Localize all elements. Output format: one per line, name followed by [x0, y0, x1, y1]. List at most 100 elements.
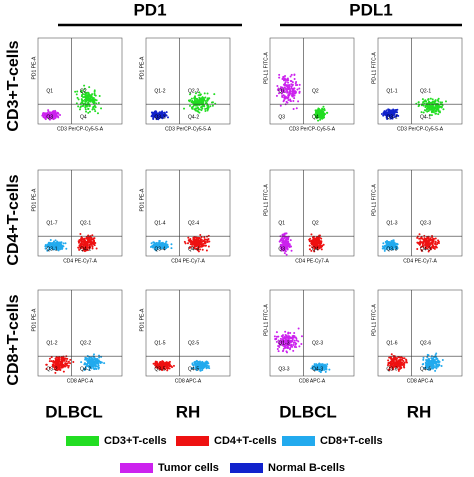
x-axis-label: CD4 PE-Cy7-A	[403, 258, 437, 264]
event-dot	[434, 237, 437, 240]
event-dot	[278, 76, 281, 79]
event-dot	[91, 247, 94, 250]
event-dot	[435, 104, 438, 107]
event-dot	[57, 368, 60, 371]
event-dot	[397, 361, 400, 364]
plot-frame	[37, 37, 123, 125]
event-dot	[325, 111, 328, 114]
quadrant-label: Q3-6	[386, 366, 397, 372]
event-dot	[290, 86, 293, 89]
quadrant-label: Q2-2	[80, 341, 91, 347]
event-dot	[427, 237, 430, 240]
event-dot	[195, 238, 198, 241]
event-dot	[317, 107, 320, 110]
event-dot	[196, 103, 199, 106]
event-dot	[297, 100, 300, 103]
quadrant-label: Q2-1	[420, 89, 431, 95]
event-dot	[292, 349, 295, 352]
quadrant-label: Q1	[278, 221, 285, 227]
event-dot	[439, 101, 442, 104]
event-dot	[318, 238, 321, 241]
event-dot	[289, 75, 292, 78]
event-dot	[202, 362, 205, 365]
event-dot	[294, 343, 297, 346]
event-dot	[198, 91, 201, 94]
event-dot	[320, 110, 323, 113]
event-dot	[387, 362, 390, 365]
event-dot	[320, 248, 323, 251]
quadrant-label: Q4-2	[188, 114, 199, 120]
event-dot	[93, 356, 96, 359]
event-dot	[80, 241, 83, 244]
event-dot	[430, 114, 433, 117]
event-dot	[322, 108, 325, 111]
event-dot	[278, 73, 281, 76]
event-dot	[396, 243, 399, 246]
quadrant-label: Q4-6	[420, 366, 431, 372]
event-dot	[426, 104, 429, 107]
legend-label: Tumor cells	[158, 462, 219, 474]
event-dot	[293, 339, 296, 342]
event-dot	[286, 91, 289, 94]
event-dot	[288, 348, 291, 351]
event-dot	[98, 360, 101, 363]
event-dot	[286, 248, 289, 251]
x-axis-label: CD8 APC-A	[67, 378, 94, 384]
event-dot	[285, 84, 288, 87]
event-dot	[205, 367, 208, 370]
event-dot	[426, 360, 429, 363]
event-dot	[94, 98, 97, 101]
y-axis-label: PD1 PE-A	[139, 308, 145, 331]
event-dot	[60, 244, 63, 247]
event-dot	[205, 241, 208, 244]
event-dot	[91, 108, 94, 111]
event-dot	[277, 335, 280, 338]
event-dot	[431, 107, 434, 110]
event-dot	[291, 95, 294, 98]
event-dot	[82, 104, 85, 107]
event-dot	[54, 359, 57, 362]
event-dot	[83, 243, 86, 246]
event-dot	[62, 370, 65, 373]
event-dot	[393, 115, 396, 118]
event-dot	[54, 239, 57, 242]
event-dot	[204, 99, 207, 102]
quadrant-label: Q4-2	[80, 366, 91, 372]
event-dot	[438, 110, 441, 113]
event-dot	[390, 239, 393, 242]
quadrant-label: Q2-1	[80, 221, 91, 227]
event-dot	[321, 113, 324, 116]
quadrant-label: Q1-5	[154, 341, 165, 347]
group-label: DLBCL	[45, 402, 103, 421]
quadrant-label: Q1-6	[386, 341, 397, 347]
event-dot	[382, 111, 385, 114]
event-dot	[387, 359, 390, 362]
event-dot	[293, 341, 296, 344]
event-dot	[97, 102, 100, 105]
flow-plot: Q1-7 Q2-1 Q3-1 Q4-1 PD1 PE-A CD4 PE-Cy7-A	[31, 169, 123, 264]
event-dot	[319, 114, 322, 117]
event-dot	[428, 105, 431, 108]
event-dot	[437, 242, 440, 245]
event-dot	[83, 93, 86, 96]
group-label: DLBCL	[279, 402, 337, 421]
event-dot	[282, 75, 285, 78]
event-dot	[80, 243, 83, 246]
event-dot	[391, 110, 394, 113]
event-dot	[432, 111, 435, 114]
event-dot	[402, 360, 405, 363]
event-dot	[67, 364, 70, 367]
event-dot	[213, 93, 216, 96]
event-dot	[391, 362, 394, 365]
event-dot	[196, 109, 199, 112]
flow-plot: Q1-5 Q2-5 Q3-5 Q4-5 PD1 PE-A CD8 APC-A	[139, 289, 231, 384]
event-dot	[204, 244, 207, 247]
event-dot	[279, 104, 282, 107]
event-dot	[277, 89, 280, 92]
event-dot	[428, 242, 431, 245]
event-dot	[286, 77, 289, 80]
event-dot	[87, 101, 90, 104]
event-dot	[93, 367, 96, 370]
y-axis-label: PD-L1 FITC-A	[371, 304, 377, 336]
event-dot	[77, 240, 80, 243]
